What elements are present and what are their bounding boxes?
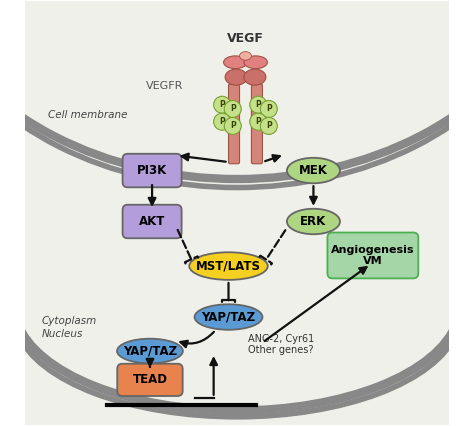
Text: AKT: AKT: [139, 215, 165, 228]
Text: Cytoplasm: Cytoplasm: [42, 316, 97, 326]
FancyBboxPatch shape: [328, 233, 419, 278]
Circle shape: [214, 113, 231, 130]
FancyBboxPatch shape: [228, 84, 239, 164]
FancyBboxPatch shape: [251, 84, 263, 164]
Text: Cell membrane: Cell membrane: [48, 110, 128, 120]
Circle shape: [260, 118, 277, 135]
Text: P: P: [219, 100, 225, 109]
Ellipse shape: [287, 209, 340, 234]
Text: TEAD: TEAD: [132, 373, 167, 386]
Text: P: P: [230, 104, 236, 113]
Text: P: P: [266, 121, 272, 130]
Circle shape: [224, 101, 241, 118]
Ellipse shape: [287, 158, 340, 183]
Text: YAP/TAZ: YAP/TAZ: [201, 311, 255, 323]
Text: ERK: ERK: [301, 215, 327, 228]
Text: P: P: [219, 117, 225, 126]
Text: Angiogenesis
VM: Angiogenesis VM: [331, 245, 415, 266]
Ellipse shape: [244, 69, 266, 85]
Ellipse shape: [244, 56, 267, 69]
FancyBboxPatch shape: [117, 364, 182, 396]
Text: ANG-2, Cyr61
Other genes?: ANG-2, Cyr61 Other genes?: [247, 334, 314, 355]
Text: P: P: [230, 121, 236, 130]
Text: MEK: MEK: [299, 164, 328, 177]
Text: P: P: [255, 117, 261, 126]
Text: P: P: [255, 100, 261, 109]
Circle shape: [260, 101, 277, 118]
Circle shape: [224, 118, 241, 135]
Text: VEGF: VEGF: [227, 32, 264, 46]
Text: P: P: [266, 104, 272, 113]
Text: Nucleus: Nucleus: [42, 329, 83, 339]
Ellipse shape: [117, 339, 183, 363]
Ellipse shape: [239, 52, 251, 60]
FancyBboxPatch shape: [16, 0, 458, 426]
Text: VEGFR: VEGFR: [146, 81, 183, 91]
Text: PI3K: PI3K: [137, 164, 167, 177]
Text: MST/LATS: MST/LATS: [196, 259, 261, 273]
Circle shape: [214, 96, 231, 113]
FancyBboxPatch shape: [123, 154, 182, 187]
Ellipse shape: [194, 304, 263, 330]
Ellipse shape: [189, 252, 268, 280]
FancyBboxPatch shape: [123, 205, 182, 238]
Ellipse shape: [224, 56, 247, 69]
Circle shape: [250, 113, 267, 130]
Ellipse shape: [225, 69, 247, 85]
Circle shape: [250, 96, 267, 113]
Text: YAP/TAZ: YAP/TAZ: [123, 345, 177, 357]
